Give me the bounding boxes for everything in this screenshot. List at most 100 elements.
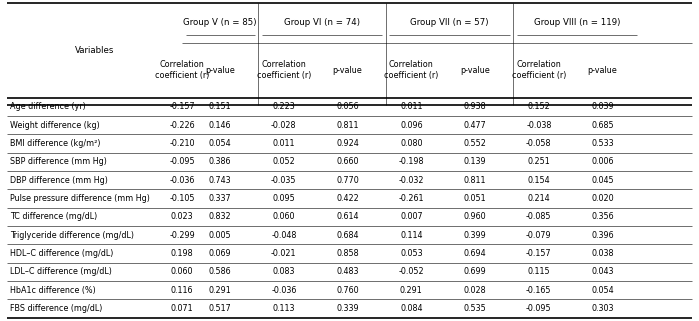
Text: 0.052: 0.052 <box>273 157 295 166</box>
Text: DBP difference (mm Hg): DBP difference (mm Hg) <box>10 176 108 185</box>
Text: 0.060: 0.060 <box>171 267 194 276</box>
Text: -0.058: -0.058 <box>526 139 552 148</box>
Text: 0.291: 0.291 <box>400 286 423 295</box>
Text: 0.811: 0.811 <box>464 176 487 185</box>
Text: 0.924: 0.924 <box>336 139 359 148</box>
Text: 0.684: 0.684 <box>336 231 359 240</box>
Text: 0.053: 0.053 <box>400 249 423 258</box>
Text: 0.060: 0.060 <box>273 213 295 221</box>
Text: 0.533: 0.533 <box>591 139 614 148</box>
Text: 0.339: 0.339 <box>336 304 359 313</box>
Text: 0.051: 0.051 <box>463 194 487 203</box>
Text: 0.770: 0.770 <box>336 176 359 185</box>
Text: 0.056: 0.056 <box>336 102 359 111</box>
Text: 0.223: 0.223 <box>273 102 295 111</box>
Text: -0.036: -0.036 <box>169 176 195 185</box>
Text: 0.054: 0.054 <box>209 139 231 148</box>
Text: 0.154: 0.154 <box>528 176 550 185</box>
Text: 0.028: 0.028 <box>463 286 487 295</box>
Text: -0.035: -0.035 <box>271 176 296 185</box>
Text: 0.858: 0.858 <box>336 249 359 258</box>
Text: -0.198: -0.198 <box>398 157 424 166</box>
Text: 0.477: 0.477 <box>463 121 487 130</box>
Text: 0.069: 0.069 <box>209 249 231 258</box>
Text: 0.422: 0.422 <box>336 194 359 203</box>
Text: 0.517: 0.517 <box>209 304 231 313</box>
Text: Age difference (yr): Age difference (yr) <box>10 102 85 111</box>
Text: 0.938: 0.938 <box>463 102 487 111</box>
Text: SBP difference (mm Hg): SBP difference (mm Hg) <box>10 157 107 166</box>
Text: Group V (n = 85): Group V (n = 85) <box>183 18 257 27</box>
Text: 0.483: 0.483 <box>336 267 359 276</box>
Text: 0.005: 0.005 <box>209 231 231 240</box>
Text: Pulse pressure difference (mm Hg): Pulse pressure difference (mm Hg) <box>10 194 150 203</box>
Text: -0.095: -0.095 <box>169 157 195 166</box>
Text: 0.811: 0.811 <box>336 121 359 130</box>
Text: 0.113: 0.113 <box>273 304 295 313</box>
Text: -0.079: -0.079 <box>526 231 552 240</box>
Text: -0.095: -0.095 <box>526 304 552 313</box>
Text: -0.261: -0.261 <box>398 194 424 203</box>
Text: 0.685: 0.685 <box>591 121 614 130</box>
Text: -0.048: -0.048 <box>271 231 296 240</box>
Text: 0.743: 0.743 <box>209 176 231 185</box>
Text: 0.303: 0.303 <box>591 304 614 313</box>
Text: HDL–C difference (mg/dL): HDL–C difference (mg/dL) <box>10 249 113 258</box>
Text: 0.023: 0.023 <box>171 213 194 221</box>
Text: 0.096: 0.096 <box>400 121 423 130</box>
Text: Group VIII (n = 119): Group VIII (n = 119) <box>533 18 620 27</box>
Text: 0.760: 0.760 <box>336 286 359 295</box>
Text: Correlation
coefficient (r): Correlation coefficient (r) <box>257 60 311 80</box>
Text: 0.139: 0.139 <box>463 157 487 166</box>
Text: 0.095: 0.095 <box>273 194 295 203</box>
Text: Correlation
coefficient (r): Correlation coefficient (r) <box>512 60 566 80</box>
Text: -0.028: -0.028 <box>271 121 296 130</box>
Text: p-value: p-value <box>206 65 235 74</box>
Text: LDL–C difference (mg/dL): LDL–C difference (mg/dL) <box>10 267 112 276</box>
Text: 0.356: 0.356 <box>591 213 614 221</box>
Text: -0.085: -0.085 <box>526 213 552 221</box>
Text: 0.660: 0.660 <box>336 157 359 166</box>
Text: 0.291: 0.291 <box>209 286 231 295</box>
Text: 0.251: 0.251 <box>528 157 550 166</box>
Text: -0.299: -0.299 <box>169 231 195 240</box>
Text: 0.043: 0.043 <box>591 267 614 276</box>
Text: 0.214: 0.214 <box>528 194 550 203</box>
Text: -0.157: -0.157 <box>526 249 552 258</box>
Text: -0.157: -0.157 <box>169 102 195 111</box>
Text: -0.226: -0.226 <box>169 121 195 130</box>
Text: Group VI (n = 74): Group VI (n = 74) <box>284 18 360 27</box>
Text: 0.535: 0.535 <box>463 304 487 313</box>
Text: -0.210: -0.210 <box>169 139 195 148</box>
Text: 0.039: 0.039 <box>591 102 614 111</box>
Text: 0.198: 0.198 <box>171 249 194 258</box>
Text: 0.020: 0.020 <box>591 194 614 203</box>
Text: Triglyceride difference (mg/dL): Triglyceride difference (mg/dL) <box>10 231 134 240</box>
Text: 0.011: 0.011 <box>273 139 295 148</box>
Text: 0.083: 0.083 <box>273 267 295 276</box>
Text: FBS difference (mg/dL): FBS difference (mg/dL) <box>10 304 102 313</box>
Text: 0.552: 0.552 <box>463 139 487 148</box>
Text: -0.038: -0.038 <box>526 121 552 130</box>
Text: -0.021: -0.021 <box>271 249 296 258</box>
Text: -0.052: -0.052 <box>398 267 424 276</box>
Text: 0.386: 0.386 <box>209 157 231 166</box>
Text: -0.105: -0.105 <box>169 194 195 203</box>
Text: -0.032: -0.032 <box>398 176 424 185</box>
Text: 0.054: 0.054 <box>591 286 614 295</box>
Text: 0.007: 0.007 <box>400 213 423 221</box>
Text: p-value: p-value <box>460 65 490 74</box>
Text: 0.116: 0.116 <box>171 286 194 295</box>
Text: Weight difference (kg): Weight difference (kg) <box>10 121 99 130</box>
Text: 0.399: 0.399 <box>463 231 487 240</box>
Text: 0.396: 0.396 <box>591 231 614 240</box>
Text: 0.038: 0.038 <box>591 249 614 258</box>
Text: 0.080: 0.080 <box>400 139 423 148</box>
Text: Correlation
coefficient (r): Correlation coefficient (r) <box>155 60 209 80</box>
Text: 0.011: 0.011 <box>400 102 423 111</box>
Text: 0.006: 0.006 <box>591 157 614 166</box>
Text: 0.146: 0.146 <box>209 121 231 130</box>
Text: 0.115: 0.115 <box>528 267 550 276</box>
Text: TC difference (mg/dL): TC difference (mg/dL) <box>10 213 97 221</box>
Text: 0.114: 0.114 <box>400 231 423 240</box>
